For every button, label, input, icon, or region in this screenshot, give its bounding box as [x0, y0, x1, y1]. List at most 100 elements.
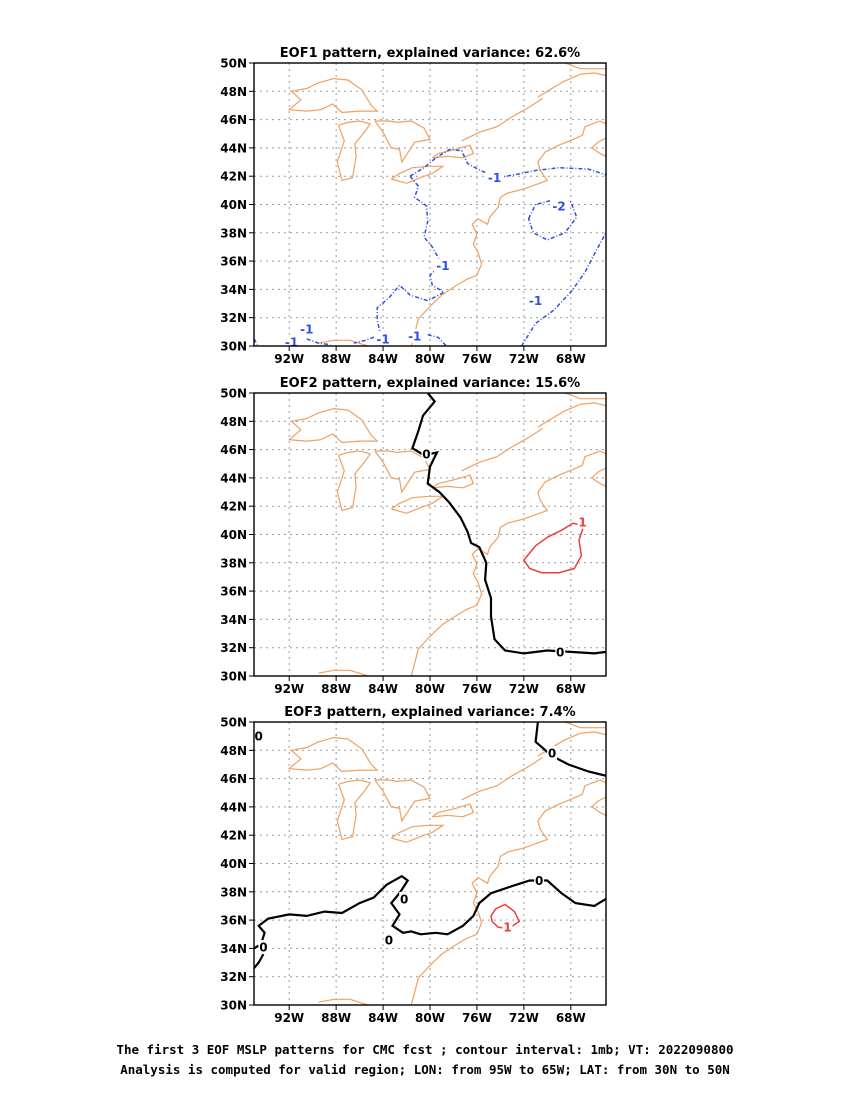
contour-label: 1: [578, 515, 586, 529]
eof1-title: EOF1 pattern, explained variance: 62.6%: [280, 46, 580, 61]
coastline: [537, 72, 606, 98]
x-tick-label: 76W: [462, 1011, 492, 1025]
x-tick-label: 88W: [321, 682, 351, 696]
y-tick-label: 44N: [220, 471, 247, 485]
y-tick-label: 46N: [220, 113, 247, 127]
contour-label-bg: [405, 329, 424, 344]
y-tick-label: 30N: [220, 999, 247, 1013]
y-tick-label: 30N: [220, 340, 247, 354]
contour-line: [306, 338, 331, 346]
y-tick-label: 46N: [220, 443, 247, 457]
coastline: [374, 120, 431, 164]
x-tick-label: 92W: [274, 682, 304, 696]
y-tick-label: 30N: [220, 670, 247, 684]
y-tick-label: 38N: [220, 226, 247, 240]
coastline: [390, 165, 445, 184]
y-tick-label: 42N: [220, 500, 247, 514]
coastline: [390, 824, 445, 843]
coastline: [410, 779, 606, 1005]
y-tick-label: 38N: [220, 885, 247, 899]
coastline: [564, 63, 606, 70]
y-tick-label: 34N: [220, 613, 247, 627]
coastline: [336, 779, 372, 841]
grid-lines: [254, 63, 606, 346]
contour-label: 0: [548, 747, 556, 761]
x-tick-label: 68W: [556, 1011, 586, 1025]
coastline: [374, 779, 431, 823]
contour-lines: [411, 393, 606, 655]
x-tick-label: 88W: [321, 352, 351, 366]
y-tick-label: 50N: [220, 57, 247, 71]
x-tick-label: 68W: [556, 352, 586, 366]
caption-line-2: Analysis is computed for valid region; L…: [120, 1062, 730, 1077]
y-tick-label: 50N: [220, 387, 247, 401]
x-tick-label: 72W: [509, 1011, 539, 1025]
contour-label-bg: [282, 334, 301, 349]
caption-line-1: The first 3 EOF MSLP patterns for CMC fc…: [116, 1042, 734, 1057]
coastlines: [287, 63, 606, 346]
coastline: [287, 736, 379, 773]
contour-label: 0: [255, 730, 263, 744]
contour-label-bg: [502, 920, 513, 935]
x-tick-label: 72W: [509, 682, 539, 696]
y-tick-label: 40N: [220, 857, 247, 871]
contour-label-bg: [258, 939, 269, 954]
coastline: [590, 467, 606, 487]
y-tick-label: 32N: [220, 970, 247, 984]
x-tick-label: 80W: [415, 352, 445, 366]
contour-label: 0: [259, 940, 267, 954]
y-tick-label: 38N: [220, 556, 247, 570]
y-tick-label: 36N: [220, 585, 247, 599]
coastline: [431, 803, 475, 818]
contour-line: [522, 522, 585, 574]
coastline: [287, 407, 379, 444]
contour-line: [254, 874, 606, 950]
coastline: [461, 756, 543, 801]
contour-line: [520, 232, 606, 346]
contour-line: [427, 333, 447, 346]
y-tick-label: 32N: [220, 311, 247, 325]
coastline: [461, 427, 543, 472]
contour-line: [490, 903, 521, 930]
contour-label-bg: [550, 198, 569, 213]
x-tick-label: 72W: [509, 352, 539, 366]
contour-label: -1: [300, 323, 313, 337]
y-tick-label: 32N: [220, 641, 247, 655]
contour-label-bg: [577, 514, 588, 529]
eof3-panel: EOF3 pattern, explained variance: 7.4% 0 0…: [220, 705, 607, 1025]
contour-label: 0: [556, 645, 564, 659]
y-tick-label: 48N: [220, 85, 247, 99]
contour-label: 1: [503, 921, 511, 935]
y-tick-label: 42N: [220, 829, 247, 843]
x-tick-label: 92W: [274, 1011, 304, 1025]
contour-label-bg: [383, 932, 394, 947]
coastline: [374, 450, 431, 494]
contour-label: -1: [285, 335, 298, 349]
x-tick-label: 76W: [462, 682, 492, 696]
coastline: [590, 137, 606, 157]
contour-label: 0: [422, 447, 430, 461]
eof1-panel: EOF1 pattern, explained variance: 62.6% -…: [220, 46, 607, 366]
eof2-title: EOF2 pattern, explained variance: 15.6%: [280, 376, 580, 391]
contour-label-bg: [253, 729, 264, 744]
coastline: [318, 998, 368, 1005]
contour-line: [353, 175, 446, 344]
contour-lines: [254, 148, 606, 346]
y-tick-label: 44N: [220, 800, 247, 814]
eof3-title: EOF3 pattern, explained variance: 7.4%: [284, 705, 575, 720]
y-tick-label: 34N: [220, 283, 247, 297]
x-tick-label: 84W: [368, 352, 398, 366]
coastline: [318, 339, 368, 346]
coastline: [461, 97, 543, 142]
y-tick-label: 50N: [220, 716, 247, 730]
coastline: [590, 796, 606, 816]
y-tick-label: 34N: [220, 942, 247, 956]
coastline: [410, 120, 606, 346]
contour-label: -1: [376, 332, 389, 346]
coastline: [390, 495, 445, 514]
coastline: [431, 144, 475, 159]
coastlines: [287, 393, 606, 676]
contour-label: -1: [488, 171, 501, 185]
x-tick-label: 84W: [368, 1011, 398, 1025]
